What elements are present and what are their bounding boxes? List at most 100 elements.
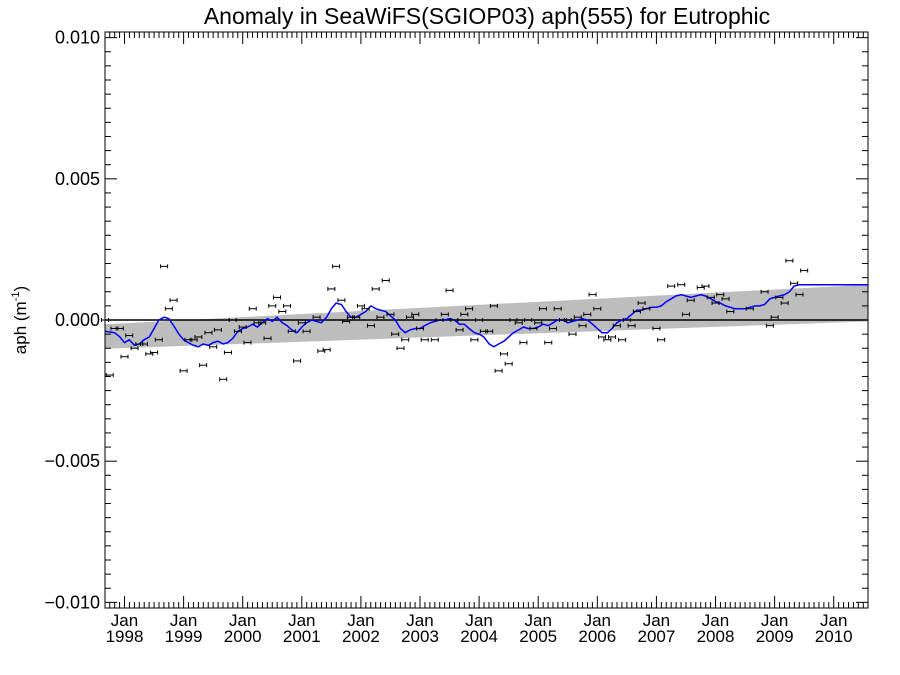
data-point	[465, 306, 474, 311]
data-point	[780, 301, 789, 306]
running-mean-layer	[104, 283, 868, 348]
x-tick-label-year: 1999	[165, 627, 203, 646]
data-point	[563, 318, 572, 322]
data-point	[603, 337, 612, 342]
data-point	[258, 320, 267, 325]
data-point	[160, 264, 169, 269]
data-point	[800, 268, 809, 273]
trend-band	[105, 284, 868, 349]
data-point	[401, 337, 410, 342]
data-point	[154, 337, 163, 342]
data-point	[219, 377, 228, 382]
data-point	[150, 350, 159, 355]
data-point	[445, 288, 454, 293]
data-point	[509, 318, 518, 322]
data-point	[470, 337, 479, 342]
data-point	[593, 306, 602, 311]
data-point	[440, 312, 449, 317]
y-axis-label-main: aph (m	[11, 301, 30, 354]
data-point	[297, 320, 306, 325]
data-point	[686, 298, 695, 303]
data-point	[504, 361, 513, 366]
data-point	[376, 315, 385, 320]
data-point	[721, 296, 730, 301]
data-point	[514, 320, 523, 325]
data-point	[568, 332, 577, 337]
data-point	[701, 284, 710, 289]
data-point	[642, 306, 651, 311]
data-point	[223, 350, 232, 355]
data-point	[263, 336, 272, 341]
data-point	[489, 303, 498, 308]
y-axis-label-superscript: -1	[10, 291, 22, 301]
data-point	[213, 327, 222, 332]
data-point	[632, 309, 641, 314]
data-point	[455, 327, 464, 332]
x-tick-label-year: 2005	[519, 627, 557, 646]
data-point	[361, 306, 370, 311]
data-point	[637, 301, 646, 306]
x-tick-label-year: 2009	[756, 627, 794, 646]
data-point	[130, 346, 139, 351]
data-point	[233, 329, 242, 334]
y-tick-label: −0.010	[44, 592, 100, 612]
data-point	[450, 318, 459, 322]
data-point	[538, 306, 547, 311]
data-point	[169, 298, 178, 303]
data-point	[711, 301, 720, 306]
x-tick-label-month: Jan	[465, 611, 492, 630]
data-point	[189, 337, 198, 342]
data-point	[598, 334, 607, 339]
data-point	[657, 337, 666, 342]
data-point	[608, 334, 617, 339]
data-point	[312, 315, 321, 320]
data-point	[405, 315, 414, 320]
data-point	[544, 340, 553, 345]
data-point	[386, 312, 395, 317]
data-point	[416, 326, 425, 331]
y-axis-label-close: )	[11, 286, 30, 292]
data-point	[622, 318, 631, 322]
data-point	[356, 303, 365, 308]
data-point	[790, 281, 799, 286]
data-point	[475, 318, 484, 322]
data-point	[272, 295, 281, 300]
data-point	[115, 326, 124, 331]
data-point	[745, 306, 754, 311]
data-point	[588, 292, 597, 297]
x-tick-label-month: Jan	[820, 611, 847, 630]
x-tick-label-month: Jan	[702, 611, 729, 630]
x-tick-label-month: Jan	[584, 611, 611, 630]
y-tick-label: 0.000	[55, 310, 100, 330]
x-tick-label-year: 2004	[460, 627, 498, 646]
data-point	[420, 337, 429, 342]
data-point	[140, 342, 149, 346]
data-point	[775, 295, 784, 300]
data-point	[228, 318, 237, 322]
data-point	[677, 282, 686, 287]
x-tick-label-year: 2001	[283, 627, 321, 646]
data-point	[243, 340, 252, 345]
data-point	[534, 320, 543, 325]
y-tick-label: 0.005	[55, 169, 100, 189]
data-point	[573, 315, 582, 320]
data-point	[627, 323, 636, 328]
data-point	[327, 286, 336, 291]
data-point	[435, 318, 444, 322]
data-point	[391, 332, 400, 337]
x-tick-label-month: Jan	[111, 611, 138, 630]
data-point	[283, 303, 292, 308]
data-point	[785, 258, 794, 263]
data-point	[524, 318, 533, 322]
data-point	[268, 303, 277, 308]
data-point	[578, 323, 587, 328]
data-points-layer	[101, 258, 809, 382]
data-point	[248, 306, 257, 311]
y-tick-label: −0.005	[44, 451, 100, 471]
data-point	[726, 309, 735, 314]
x-tick-label-year: 1998	[106, 627, 144, 646]
data-point	[238, 325, 247, 330]
data-point	[199, 363, 208, 368]
x-tick-label-month: Jan	[406, 611, 433, 630]
data-point	[411, 312, 420, 317]
